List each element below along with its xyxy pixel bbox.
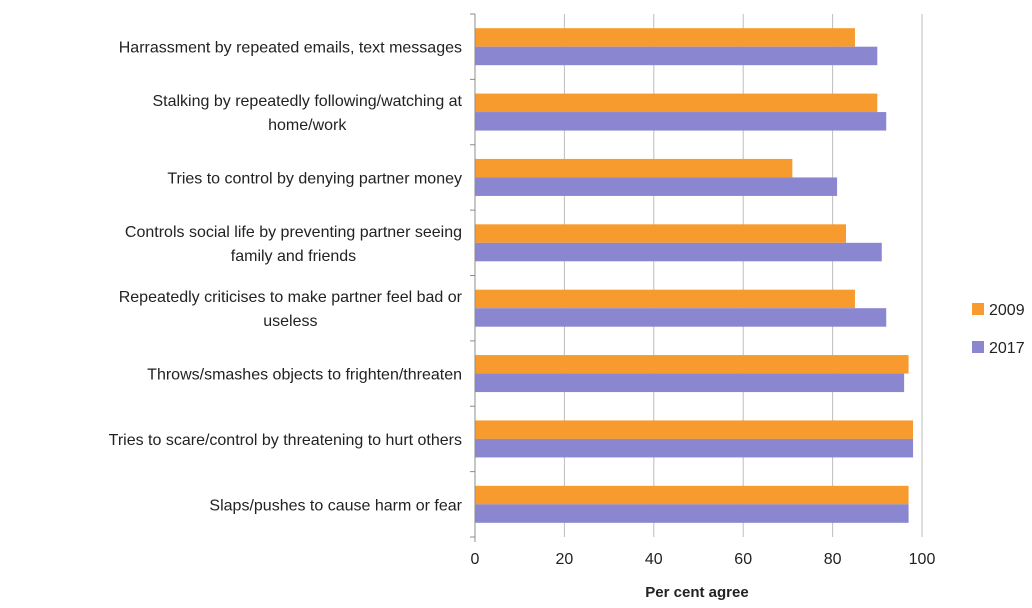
legend-label: 2017 [989, 340, 1025, 357]
category-label: useless [263, 313, 317, 330]
legend-swatch-2009 [972, 303, 984, 315]
bar-2009 [475, 355, 909, 374]
category-label: Controls social life by preventing partn… [125, 224, 462, 241]
x-tick-labels: 0 20 40 60 80 100 [471, 551, 936, 568]
axes [470, 13, 476, 542]
bar-2017 [475, 308, 887, 327]
x-tick-label: 20 [556, 551, 574, 568]
category-label: Tries to control by denying partner mone… [167, 170, 462, 187]
category-label: home/work [268, 117, 347, 134]
legend-label: 2009 [989, 302, 1025, 319]
legend: 2009 2017 [972, 302, 1025, 357]
legend-swatch-2017 [972, 341, 984, 353]
x-tick-label: 100 [909, 551, 936, 568]
category-label: Stalking by repeatedly following/watchin… [152, 93, 462, 110]
bar-2017 [475, 438, 914, 458]
bar-2017 [475, 112, 887, 131]
x-tick-label: 0 [471, 551, 480, 568]
x-axis-title: Per cent agree [645, 584, 748, 601]
bar-2009 [475, 485, 909, 505]
category-label: Harrassment by repeated emails, text mes… [119, 40, 462, 57]
x-tick-label: 40 [645, 551, 663, 568]
category-label: Throws/smashes objects to frighten/threa… [147, 367, 462, 384]
category-label: Tries to scare/control by threatening to… [109, 432, 462, 449]
category-label: Repeatedly criticises to make partner fe… [119, 289, 463, 306]
bar-2009 [475, 224, 847, 243]
bar-2017 [475, 46, 878, 66]
bar-2009 [475, 93, 878, 113]
gridlines [563, 14, 923, 537]
category-label: Slaps/pushes to cause harm or fear [209, 497, 462, 514]
bar-2017 [475, 242, 882, 262]
category-labels: Harrassment by repeated emails, text mes… [109, 40, 463, 515]
x-tick-label: 60 [734, 551, 752, 568]
bar-2017 [475, 177, 838, 196]
bar-2017 [475, 504, 909, 523]
bar-2009 [475, 420, 914, 439]
bar-2009 [475, 289, 855, 309]
bar-2017 [475, 373, 905, 393]
bar-2009 [475, 158, 793, 178]
category-label: family and friends [231, 248, 356, 265]
x-tick-label: 80 [824, 551, 842, 568]
bars [475, 28, 914, 523]
bar-2009 [475, 28, 855, 47]
